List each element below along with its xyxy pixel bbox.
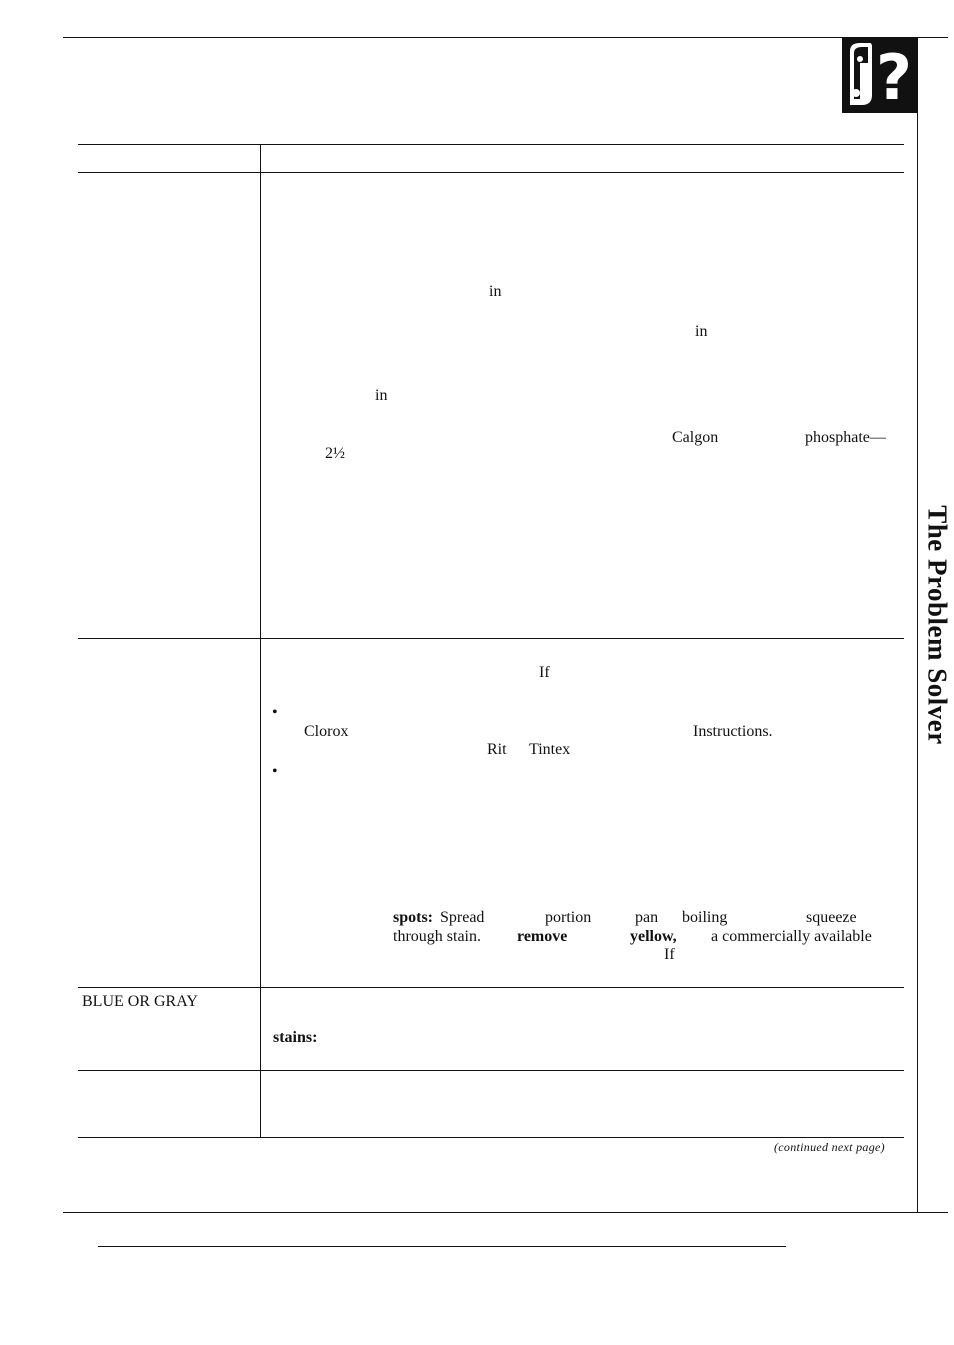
text-fragment-portion: portion xyxy=(545,909,592,926)
footer-rule xyxy=(98,1246,786,1247)
text-fragment-if-2: If xyxy=(664,946,675,963)
text-fragment-pan: pan xyxy=(635,909,659,926)
bullet-1: • xyxy=(272,704,278,721)
text-fragment-in-3: in xyxy=(375,387,388,404)
text-fragment-squeeze: squeeze xyxy=(806,909,857,926)
text-fragment-calgon: Calgon xyxy=(672,429,719,446)
text-fragment-boiling: boiling xyxy=(682,909,728,926)
top-rule xyxy=(63,37,948,38)
table-bottom-rule xyxy=(78,1137,904,1138)
table-header-rule xyxy=(78,144,904,145)
bullet-2: • xyxy=(272,763,278,780)
text-fragment-spots: spots: xyxy=(393,909,434,926)
column-divider xyxy=(260,144,261,1137)
right-page-edge xyxy=(917,113,918,1213)
text-fragment-rit: Rit xyxy=(487,741,507,758)
text-fragment-phosphate: phosphate— xyxy=(805,429,886,446)
row-rule-1 xyxy=(78,638,904,639)
row-label-blue-gray: BLUE OR GRAY xyxy=(82,993,198,1010)
text-fragment-tintex: Tintex xyxy=(529,741,571,758)
text-fragment-stains: stains: xyxy=(273,1029,318,1046)
text-fragment-in-2: in xyxy=(695,323,708,340)
side-title: The Problem Solver xyxy=(922,505,953,745)
text-fragment-through-stain: through stain. xyxy=(393,928,481,945)
logo-glyph: ? xyxy=(876,41,912,113)
text-fragment-instructions: Instructions. xyxy=(693,723,773,740)
text-fragment-commercially: a commercially available xyxy=(711,928,872,945)
row-rule-2 xyxy=(78,987,904,988)
continued-note: (continued next page) xyxy=(774,1140,885,1154)
question-mark-logo-icon: ? xyxy=(850,41,912,114)
text-fragment-yellow: yellow, xyxy=(630,928,677,945)
page-bottom-rule xyxy=(63,1212,948,1213)
problem-solver-logo: ? xyxy=(842,37,918,114)
text-fragment-if-1: If xyxy=(539,664,550,681)
text-fragment-two-half: 2½ xyxy=(325,445,345,462)
row-rule-3 xyxy=(78,1070,904,1071)
table-subheader-rule xyxy=(78,172,904,173)
text-fragment-in-1: in xyxy=(489,283,502,300)
text-fragment-clorox: Clorox xyxy=(304,723,349,740)
text-fragment-spread: Spread xyxy=(440,909,485,926)
text-fragment-remove: remove xyxy=(517,928,568,945)
